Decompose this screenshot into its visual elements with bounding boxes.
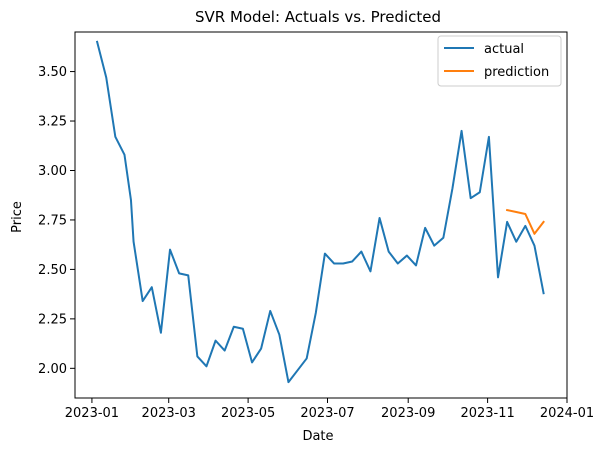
x-tick-label: 2023-11 (460, 406, 514, 421)
plot-area: 2023-01 2023-03 2023-05 2023-07 2023-09 2023-… (38, 31, 594, 421)
series-line-actual (95, 40, 545, 384)
y-tick-label: 3.50 (38, 65, 67, 80)
x-tick-label: 2023-07 (300, 406, 354, 421)
x-axis-label: Date (302, 429, 333, 444)
x-tick-label: 2023-01 (65, 406, 119, 421)
y-tick-label: 2.75 (38, 213, 67, 228)
plot-frame (74, 31, 568, 399)
series-line-prediction (505, 208, 545, 235)
y-tick-label: 3.00 (38, 164, 67, 179)
legend: actual prediction (437, 35, 562, 87)
x-tick-label: 2023-09 (381, 406, 435, 421)
y-tick-label: 2.50 (38, 263, 67, 278)
chart-title: SVR Model: Actuals vs. Predicted (195, 8, 441, 26)
y-tick-label: 2.00 (38, 362, 67, 377)
y-axis-label: Price (10, 201, 25, 233)
x-tick-label: 2024-01 (540, 406, 594, 421)
y-tick-label: 2.25 (38, 312, 67, 327)
x-tick-label: 2023-03 (142, 406, 196, 421)
legend-label-actual: actual (484, 42, 524, 57)
x-tick-label: 2023-05 (221, 406, 275, 421)
legend-label-prediction: prediction (484, 65, 549, 80)
y-tick-label: 3.25 (38, 115, 67, 130)
